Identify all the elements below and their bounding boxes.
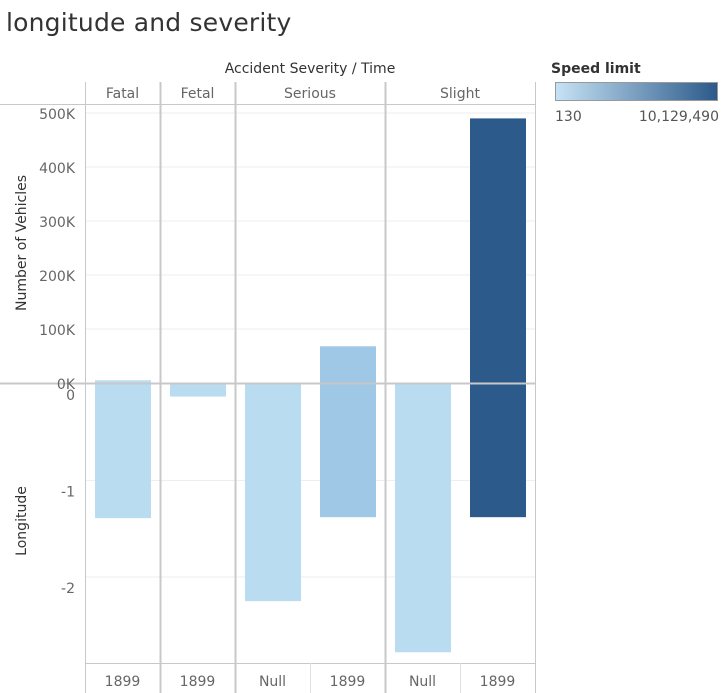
longitude-bar	[245, 384, 301, 602]
top-tick-label: 400K	[39, 161, 76, 177]
severity-header-label: Slight	[440, 86, 480, 102]
time-axis-label: 1899	[330, 674, 366, 690]
severity-header-label: Fetal	[181, 86, 215, 102]
severity-header-label: Serious	[284, 86, 336, 102]
time-axis-label: Null	[409, 674, 436, 690]
vehicles-bar	[470, 118, 526, 384]
vehicles-bar	[95, 380, 151, 383]
severity-header-label: Fatal	[106, 86, 139, 102]
column-header-title: Accident Severity / Time	[225, 61, 396, 77]
bottom-tick-label: 0	[66, 388, 75, 404]
chart-title: longitude and severity	[6, 8, 292, 37]
longitude-bar	[470, 384, 526, 518]
time-axis-label: 1899	[180, 674, 216, 690]
time-axis-label: 1899	[105, 674, 141, 690]
top-tick-label: 100K	[39, 323, 76, 339]
top-tick-label: 0K	[57, 377, 76, 393]
top-tick-label: 500K	[39, 107, 76, 123]
legend-title: Speed limit	[551, 61, 641, 77]
top-tick-label: 300K	[39, 215, 76, 231]
longitude-bar	[395, 384, 451, 653]
bottom-tick-label: -2	[61, 581, 75, 597]
legend-min-label: 130	[555, 109, 582, 125]
top-tick-label: 200K	[39, 269, 76, 285]
longitude-bar	[320, 384, 376, 518]
time-axis-label: 1899	[480, 674, 516, 690]
top-axis-title: Number of Vehicles	[14, 175, 30, 311]
longitude-bar	[95, 384, 151, 519]
bottom-axis-title: Longitude	[14, 486, 30, 556]
bottom-tick-label: -1	[61, 485, 75, 501]
legend-color-ramp[interactable]	[555, 82, 718, 101]
time-axis-label: Null	[259, 674, 286, 690]
longitude-bar	[170, 384, 226, 397]
legend-max-label: 10,129,490	[638, 109, 719, 125]
vehicles-bar	[320, 346, 376, 383]
